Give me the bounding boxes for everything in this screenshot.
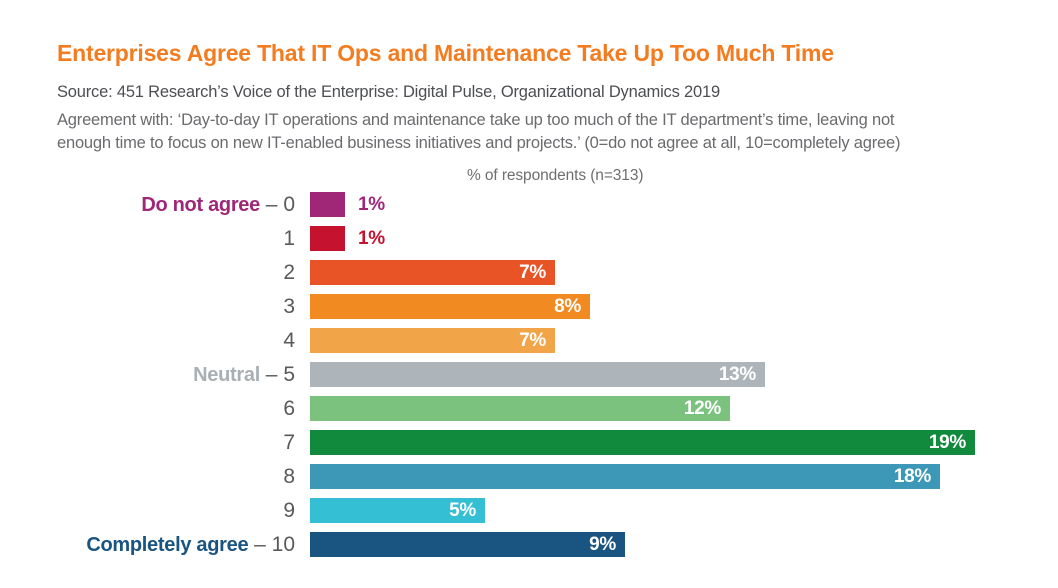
category-number: 0 — [283, 192, 295, 216]
category-number: 6 — [283, 397, 295, 421]
category-label: 9 — [0, 498, 295, 523]
axis-units-label: % of respondents (n=313) — [467, 167, 644, 185]
category-number: 1 — [283, 227, 295, 251]
bar-track: 12% — [310, 396, 1058, 422]
value-label: 8% — [554, 295, 581, 317]
bar-track: 1% — [310, 192, 1058, 218]
bar: 13% — [310, 362, 765, 388]
bar-row: 8 18% — [0, 464, 1058, 490]
bar: 1% — [310, 192, 385, 218]
bar: 7% — [310, 260, 555, 286]
value-label: 9% — [589, 533, 616, 555]
bar-row: 2 7% — [0, 260, 1058, 286]
bar-track: 13% — [310, 362, 1058, 388]
bar: 7% — [310, 328, 555, 354]
category-label: 4 — [0, 328, 295, 353]
bar-track: 7% — [310, 328, 1058, 354]
category-number: 3 — [283, 295, 295, 319]
bar-row: 4 7% — [0, 328, 1058, 354]
category-number: 4 — [283, 329, 295, 353]
bar-track: 1% — [310, 226, 1058, 252]
bar-row: 6 12% — [0, 396, 1058, 422]
bar-chart: Do not agree – 0 1% 1 1% 2 7% 3 8% 4 7% Neutral – … — [0, 192, 1058, 558]
bar-track: 8% — [310, 294, 1058, 320]
bar: 5% — [310, 498, 485, 524]
category-label: 2 — [0, 260, 295, 285]
category-number: 2 — [283, 261, 295, 285]
category-number: 7 — [283, 431, 295, 455]
bar-track: 9% — [310, 532, 1058, 558]
category-number: 5 — [283, 362, 295, 386]
category-number: 8 — [283, 465, 295, 489]
bar-track: 18% — [310, 464, 1058, 490]
bar-row: 7 19% — [0, 430, 1058, 456]
survey-question-line-1: Agreement with: ‘Day-to-day IT operation… — [57, 110, 895, 129]
category-label: Completely agree – 10 — [86, 532, 295, 556]
bar-row: Completely agree – 10 9% — [0, 532, 1058, 558]
value-label: 12% — [683, 397, 721, 419]
bar: 8% — [310, 294, 590, 320]
survey-question-line-2: enough time to focus on new IT-enabled b… — [57, 134, 901, 153]
bar: 1% — [310, 226, 385, 252]
category-text-label: Neutral — [193, 363, 260, 386]
bar: 9% — [310, 532, 625, 558]
value-label: 7% — [519, 261, 546, 283]
bar: 12% — [310, 396, 730, 422]
bar-track: 7% — [310, 260, 1058, 286]
value-label: 13% — [718, 363, 756, 385]
category-label: 1 — [0, 226, 295, 251]
survey-question-text: Agreement with: ‘Day-to-day IT operation… — [57, 109, 1018, 156]
category-text-label: Do not agree — [141, 193, 260, 216]
value-label: 1% — [358, 227, 385, 249]
bar: 18% — [310, 464, 940, 490]
bar: 19% — [310, 430, 975, 456]
value-label: 19% — [928, 431, 966, 453]
bar-track: 5% — [310, 498, 1058, 524]
category-label: Neutral – 5 — [193, 362, 295, 386]
category-label: 3 — [0, 294, 295, 319]
chart-title: Enterprises Agree That IT Ops and Mainte… — [57, 40, 834, 66]
category-number: 10 — [271, 532, 295, 556]
value-label: 18% — [893, 465, 931, 487]
bar-row: Do not agree – 0 1% — [0, 192, 1058, 218]
value-label: 1% — [358, 193, 385, 215]
category-label: Do not agree – 0 — [141, 192, 295, 216]
source-line: Source: 451 Research’s Voice of the Ente… — [57, 82, 720, 101]
value-label: 7% — [519, 329, 546, 351]
category-label: 8 — [0, 464, 295, 489]
category-number: 9 — [283, 499, 295, 523]
category-label: 7 — [0, 430, 295, 455]
bar-track: 19% — [310, 430, 1058, 456]
bar-row: 1 1% — [0, 226, 1058, 252]
category-label: 6 — [0, 396, 295, 421]
value-label: 5% — [449, 499, 476, 521]
bar-row: Neutral – 5 13% — [0, 362, 1058, 388]
category-text-label: Completely agree — [86, 533, 249, 556]
bar-row: 9 5% — [0, 498, 1058, 524]
bar-row: 3 8% — [0, 294, 1058, 320]
